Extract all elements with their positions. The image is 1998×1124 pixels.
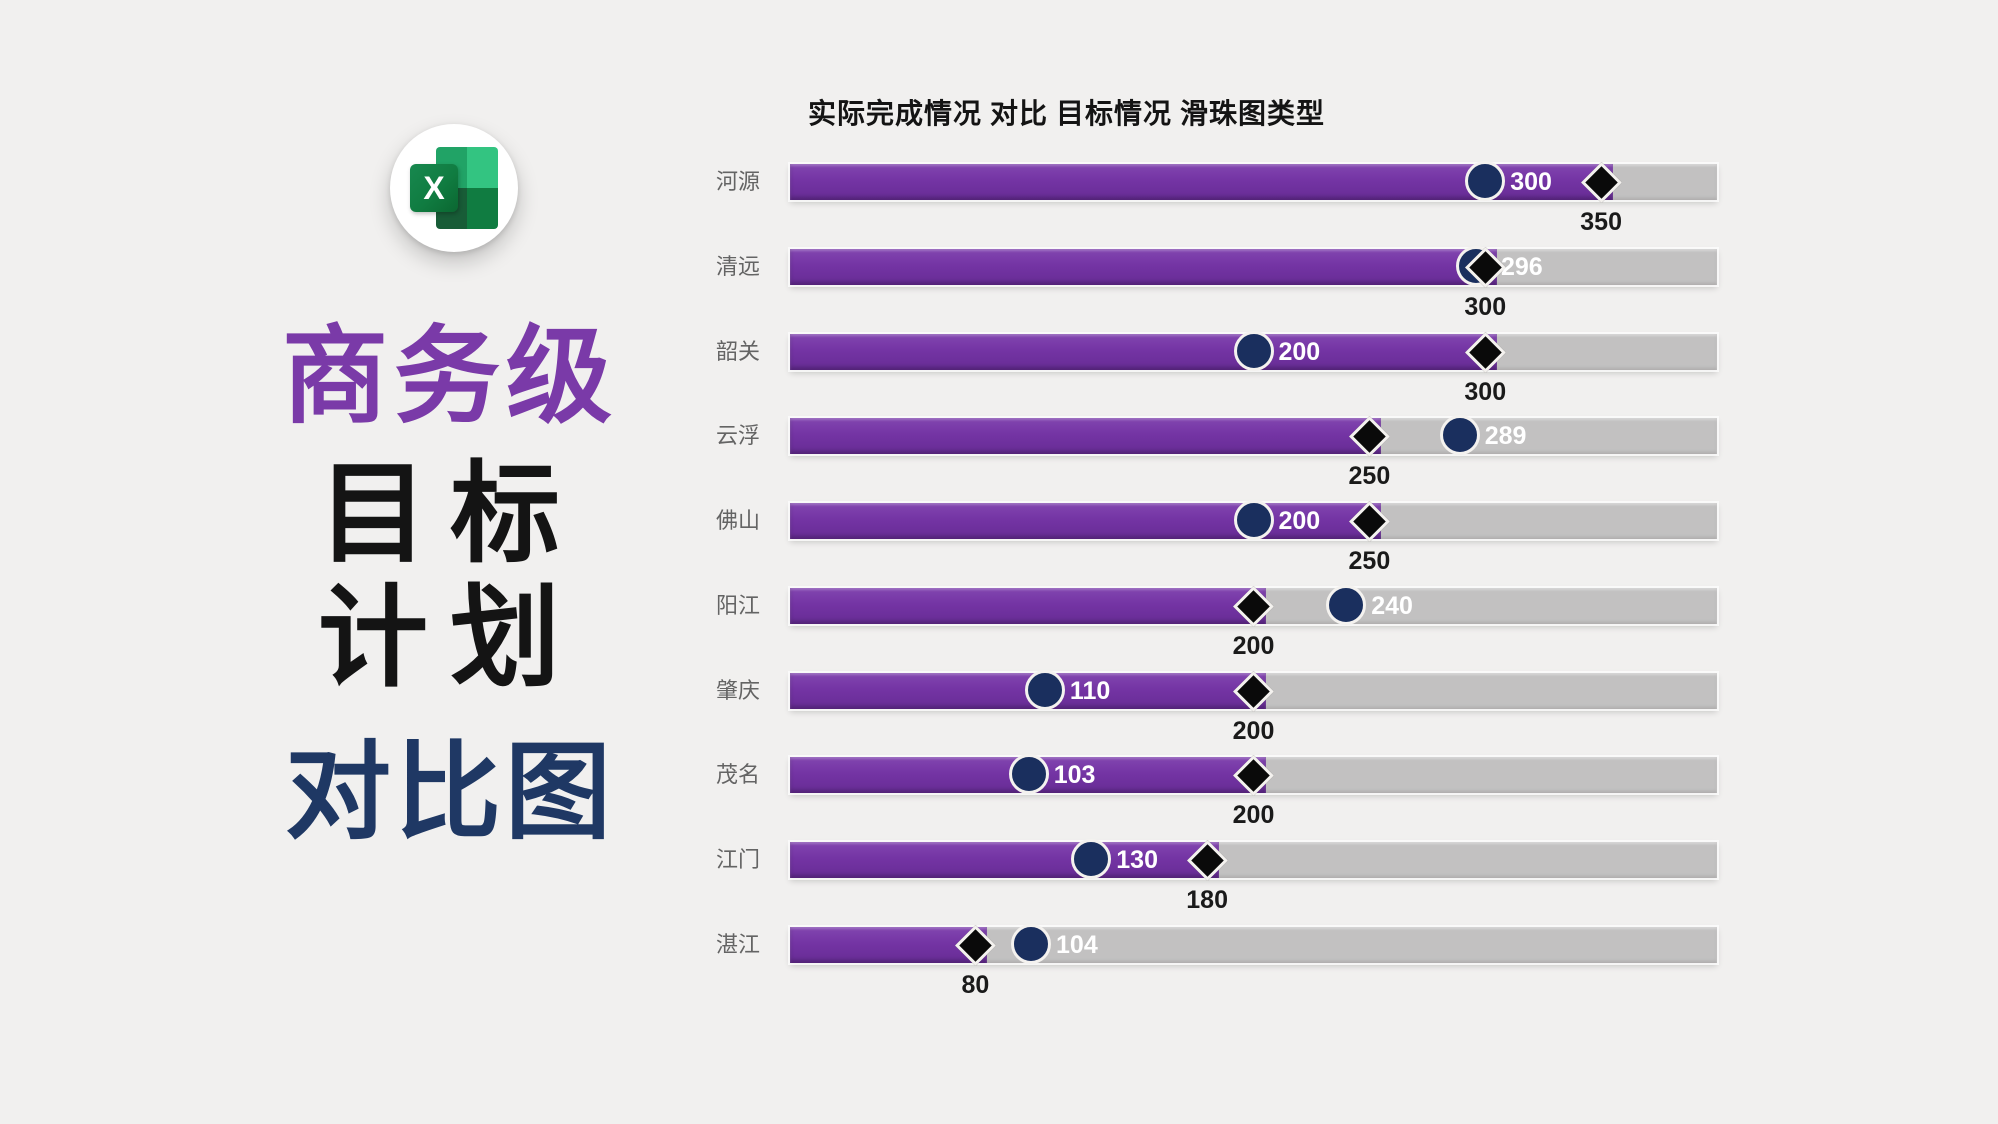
target-value-label: 200 — [1232, 716, 1275, 745]
excel-logo: X — [410, 147, 498, 229]
excel-icon: X — [390, 124, 518, 252]
actual-value-label: 300 — [1510, 168, 1552, 196]
chart-row: 湛江 104 80 — [0, 902, 1998, 999]
actual-marker-circle — [1011, 923, 1052, 964]
actual-value-label: 103 — [1053, 761, 1096, 790]
actual-value-label: 240 — [1371, 591, 1413, 620]
actual-value-label: 296 — [1500, 252, 1543, 281]
actual-marker-circle — [1465, 161, 1506, 201]
category-label: 云浮 — [715, 423, 760, 449]
chart-row: 茂名 103 200 — [0, 732, 1998, 829]
bar-fill — [790, 842, 1220, 879]
chart-row: 阳江 240 200 — [0, 563, 1998, 660]
category-label: 肇庆 — [715, 677, 760, 703]
actual-marker-circle — [1233, 500, 1274, 541]
category-label: 阳江 — [715, 592, 760, 618]
actual-marker-circle — [1233, 330, 1274, 371]
category-label: 湛江 — [715, 931, 760, 957]
actual-marker-circle — [1008, 754, 1049, 795]
bar-fill — [790, 418, 1382, 455]
chart-row: 江门 130 180 — [0, 817, 1998, 914]
target-value-label: 200 — [1232, 801, 1275, 830]
category-label: 河源 — [715, 169, 760, 194]
bar-fill — [790, 333, 1498, 370]
brand-line-3: 计划 — [318, 578, 582, 700]
actual-marker-circle — [1326, 584, 1367, 625]
actual-value-label: 200 — [1278, 337, 1321, 366]
target-value-label: 300 — [1464, 292, 1507, 321]
bar-fill — [790, 587, 1266, 624]
chart-row: 清远 296 300 — [0, 224, 1998, 321]
bar-fill — [790, 248, 1498, 285]
excel-x-badge: X — [410, 164, 458, 212]
target-value-label: 80 — [961, 970, 990, 999]
target-value-label: 200 — [1232, 631, 1275, 660]
brand-line-2: 目标 — [318, 454, 582, 576]
target-value-label: 250 — [1348, 547, 1391, 576]
actual-marker-circle — [1071, 839, 1112, 880]
chart-row: 韶关 200 300 — [0, 309, 1998, 406]
actual-value-label: 104 — [1056, 930, 1098, 959]
category-label: 佛山 — [715, 508, 760, 534]
brand-line-1: 商务级 — [282, 319, 618, 436]
actual-marker-circle — [1024, 669, 1065, 710]
bar-fill — [790, 503, 1382, 540]
brand-line-4: 对比图 — [285, 735, 615, 852]
target-value-label: 180 — [1186, 886, 1228, 915]
category-label: 韶关 — [715, 338, 760, 364]
chart-title: 实际完成情况 对比 目标情况 滑珠图类型 — [808, 99, 1326, 130]
actual-value-label: 130 — [1116, 846, 1158, 875]
chart-row: 肇庆 110 200 — [0, 648, 1998, 745]
chart-row: 云浮 289 250 — [0, 393, 1998, 490]
bar-fill — [790, 926, 988, 963]
actual-value-label: 200 — [1278, 507, 1321, 536]
actual-value-label: 289 — [1484, 422, 1527, 451]
category-label: 江门 — [715, 847, 760, 873]
actual-marker-circle — [1439, 415, 1480, 456]
target-value-label: 300 — [1464, 377, 1507, 406]
category-label: 茂名 — [715, 762, 760, 788]
target-value-label: 250 — [1348, 462, 1391, 491]
target-value-label: 350 — [1580, 208, 1622, 236]
category-label: 清远 — [715, 253, 760, 279]
chart-row: 河源 300 350 — [0, 139, 1998, 236]
chart-row: 佛山 200 250 — [0, 478, 1998, 575]
actual-value-label: 110 — [1069, 676, 1111, 705]
